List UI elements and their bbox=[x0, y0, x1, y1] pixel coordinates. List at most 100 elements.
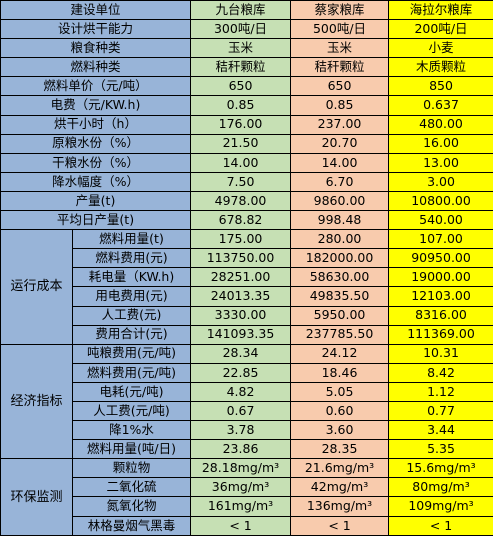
row-label: 平均日产量(t) bbox=[0, 210, 192, 231]
cell: 14.00 bbox=[190, 152, 292, 173]
row-label: 燃料单价（元/吨） bbox=[0, 76, 192, 97]
table-row: 平均日产量(t) 678.82 998.48 540.00 bbox=[0, 210, 493, 231]
cell: 0.60 bbox=[290, 400, 390, 422]
cell: < 1 bbox=[190, 515, 292, 536]
table-row: 设计烘干能力 300吨/日 500吨/日 200吨/日 bbox=[0, 19, 493, 40]
cell: 300吨/日 bbox=[190, 19, 292, 40]
cell: 秸秆颗粒 bbox=[190, 57, 292, 78]
cell: 58630.00 bbox=[290, 267, 390, 288]
table-row: 经济指标 吨粮费用(元/吨) 28.34 24.12 10.31 bbox=[0, 343, 493, 460]
row-label: 人工费(元) bbox=[71, 305, 192, 326]
cell: 24013.35 bbox=[190, 286, 292, 307]
cell: 10800.00 bbox=[388, 190, 493, 212]
row-label: 燃料费用(元) bbox=[71, 248, 192, 269]
row-label: 二氧化硫 bbox=[71, 477, 192, 498]
row-label: 颗粒物 bbox=[71, 458, 192, 479]
cell: 23.86 bbox=[190, 439, 292, 460]
cell: 49835.50 bbox=[290, 286, 390, 307]
cell: 850 bbox=[388, 76, 493, 97]
cell: 540.00 bbox=[388, 210, 493, 231]
row-label: 燃料费用(元/吨) bbox=[71, 362, 192, 383]
cell: 16.00 bbox=[388, 133, 493, 154]
cell: 玉米 bbox=[290, 38, 390, 59]
cell: 5.35 bbox=[388, 439, 493, 460]
cell: 18.46 bbox=[290, 362, 390, 383]
cell: 113750.00 bbox=[190, 248, 292, 269]
site-header: 海拉尔粮库 bbox=[388, 0, 493, 21]
cell: 107.00 bbox=[388, 229, 493, 250]
cell: < 1 bbox=[290, 515, 390, 536]
cell: 0.85 bbox=[190, 95, 292, 116]
row-label: 粮食种类 bbox=[0, 38, 192, 59]
table-row: 林格曼烟气黑毒 < 1 < 1 < 1 bbox=[1, 515, 493, 536]
cell: 182000.00 bbox=[290, 248, 390, 269]
row-label: 产量(t) bbox=[0, 190, 192, 212]
cell: 21.50 bbox=[190, 133, 292, 154]
table-row: 燃料用量(吨/日) 23.86 28.35 5.35 bbox=[1, 439, 493, 460]
table-row: 二氧化硫 36mg/m³ 42mg/m³ 80mg/m³ bbox=[1, 477, 493, 498]
cell: 5.05 bbox=[290, 381, 390, 402]
cell: 175.00 bbox=[190, 229, 292, 250]
row-label: 吨粮费用(元/吨) bbox=[71, 343, 192, 364]
table-row: 烘干小时（h） 176.00 237.00 480.00 bbox=[0, 114, 493, 135]
group-label-environmental-monitoring: 环保监测 bbox=[0, 458, 73, 536]
cell: 0.637 bbox=[388, 95, 493, 116]
cell: 15.6mg/m³ bbox=[388, 458, 493, 479]
cell: 秸秆颗粒 bbox=[290, 57, 390, 78]
table-row: 人工费(元/吨) 0.67 0.60 0.77 bbox=[1, 400, 493, 422]
table-row: 人工费(元) 3330.00 5950.00 8316.00 bbox=[1, 305, 493, 326]
table-row: 用电费用(元) 24013.35 49835.50 12103.00 bbox=[1, 286, 493, 307]
cell: 141093.35 bbox=[190, 324, 292, 345]
cell: 36mg/m³ bbox=[190, 477, 292, 498]
cell: 0.67 bbox=[190, 400, 292, 422]
site-header: 蔡家粮库 bbox=[290, 0, 390, 21]
cell: 小麦 bbox=[388, 38, 493, 59]
cell: 200吨/日 bbox=[388, 19, 493, 40]
cell: 650 bbox=[290, 76, 390, 97]
cell: 480.00 bbox=[388, 114, 493, 135]
header-row: 建设单位 九台粮库 蔡家粮库 海拉尔粮库 bbox=[0, 0, 493, 21]
table-row: 环保监测 颗粒物 28.18mg/m³ 21.6mg/m³ 15.6mg/m³ bbox=[0, 458, 493, 536]
cell: 6.70 bbox=[290, 171, 390, 192]
cell: 7.50 bbox=[190, 171, 292, 192]
cell: 28251.00 bbox=[190, 267, 292, 288]
row-label: 降1%水 bbox=[71, 420, 192, 441]
cell: 80mg/m³ bbox=[388, 477, 493, 498]
row-label: 降水幅度（%） bbox=[0, 171, 192, 192]
cell: 28.18mg/m³ bbox=[190, 458, 292, 479]
table-row: 耗电量（KW.h) 28251.00 58630.00 19000.00 bbox=[1, 267, 493, 288]
cell: 玉米 bbox=[190, 38, 292, 59]
cell: 998.48 bbox=[290, 210, 390, 231]
row-label: 人工费(元/吨) bbox=[71, 400, 192, 422]
cell: 3330.00 bbox=[190, 305, 292, 326]
table-row: 降1%水 3.78 3.60 3.44 bbox=[1, 420, 493, 441]
row-label: 用电费用(元) bbox=[71, 286, 192, 307]
cell: 136mg/m³ bbox=[290, 496, 390, 517]
cell: 28.34 bbox=[190, 343, 292, 364]
table-row: 降水幅度（%） 7.50 6.70 3.00 bbox=[0, 171, 493, 192]
cell: 109mg/m³ bbox=[388, 496, 493, 517]
cell: 111369.00 bbox=[388, 324, 493, 345]
row-label: 燃料用量(吨/日) bbox=[71, 439, 192, 460]
cell: 9860.00 bbox=[290, 190, 390, 212]
cell: 0.77 bbox=[388, 400, 493, 422]
cell: 3.44 bbox=[388, 420, 493, 441]
cell: 12103.00 bbox=[388, 286, 493, 307]
row-label: 氮氧化物 bbox=[71, 496, 192, 517]
row-label: 原粮水份（%） bbox=[0, 133, 192, 154]
row-label: 电耗(元/吨) bbox=[71, 381, 192, 402]
table-row: 燃料费用(元/吨) 22.85 18.46 8.42 bbox=[1, 362, 493, 383]
cell: 3.78 bbox=[190, 420, 292, 441]
cell: 8.42 bbox=[388, 362, 493, 383]
cell: 280.00 bbox=[290, 229, 390, 250]
cell: 650 bbox=[190, 76, 292, 97]
row-label: 电费（元/KW.h) bbox=[0, 95, 192, 116]
cell: 19000.00 bbox=[388, 267, 493, 288]
table-row: 燃料种类 秸秆颗粒 秸秆颗粒 木质颗粒 bbox=[0, 57, 493, 78]
table-row: 电耗(元/吨) 4.82 5.05 1.12 bbox=[1, 381, 493, 402]
cell: 1.12 bbox=[388, 381, 493, 402]
cell: 237785.50 bbox=[290, 324, 390, 345]
cell: 3.60 bbox=[290, 420, 390, 441]
cell: 0.85 bbox=[290, 95, 390, 116]
table-row: 燃料单价（元/吨） 650 650 850 bbox=[0, 76, 493, 97]
